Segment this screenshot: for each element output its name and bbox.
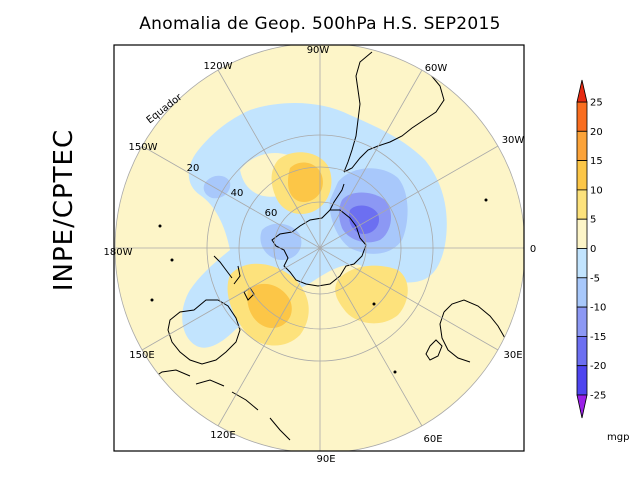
colorbar-boxes (576, 101, 588, 396)
lon-label-120w: 120W (204, 61, 233, 72)
lon-label-180w: 180W (104, 247, 133, 258)
colorbar-box (576, 365, 588, 396)
colorbar-tick-label: 5 (590, 215, 596, 226)
colorbar-tick-label: 10 (590, 185, 603, 196)
lat-label-40: 40 (231, 188, 244, 199)
lon-label-30e: 30E (503, 350, 522, 361)
map-title: Anomalia de Geop. 500hPa H.S. SEP2015 (139, 14, 501, 34)
lon-label-90e: 90E (316, 454, 335, 465)
colorbar-box (576, 277, 588, 308)
lon-label-60w: 60W (425, 63, 448, 74)
colorbar-box (576, 248, 588, 279)
south-america-coastline (343, 51, 445, 173)
colorbar-box (576, 306, 588, 337)
lon-label-120e: 120E (210, 430, 235, 441)
australia-coastline (167, 299, 241, 365)
map-frame (113, 44, 525, 452)
colorbar-tick-label: 25 (590, 98, 603, 109)
madagascar-coastline (425, 339, 443, 361)
antarctica-coastline (271, 209, 367, 287)
colorbar-top-arrow (576, 79, 588, 103)
colorbar-box (576, 160, 588, 191)
lat-label-60: 60 (265, 208, 278, 219)
colorbar-tick-label: 15 (590, 156, 603, 167)
colorbar-tick-label: -20 (590, 361, 606, 372)
colorbar-tick-label: -25 (590, 391, 606, 402)
negative-anomaly-small (428, 252, 438, 270)
antarctic-peninsula-coastline (329, 183, 345, 211)
lon-label-0: 0 (530, 244, 536, 255)
colorbar-unit: mgp (607, 432, 629, 443)
colorbar-tick-label: 20 (590, 127, 603, 138)
colorbar-tick-label: 0 (590, 244, 596, 255)
lon-label-30w: 30W (502, 135, 525, 146)
graticule (114, 45, 524, 451)
colorbar-tick-label: -15 (590, 332, 606, 343)
colorbar-labels: 25 20 15 10 5 0 -5 -10 -15 -20 -25 (590, 98, 606, 402)
colorbar-box (576, 335, 588, 367)
new-zealand-coastline (213, 255, 241, 285)
colorbar-bottom-arrow (576, 394, 588, 419)
colorbar-tick-label: -5 (590, 273, 600, 284)
colorbar-box (576, 218, 588, 249)
lon-label-60e: 60E (423, 434, 442, 445)
lon-label-90w: 90W (307, 45, 330, 56)
lon-label-150e: 150E (129, 350, 154, 361)
positive-core-north (287, 162, 323, 202)
negative-anomaly-center (260, 223, 302, 260)
islands (150, 198, 488, 374)
lat-label-20: 20 (187, 163, 200, 174)
colorbar-box (576, 130, 588, 162)
colorbar-tick-label: -10 (590, 303, 606, 314)
colorbar-box (576, 189, 588, 220)
indonesia-coastline (149, 369, 291, 441)
colorbar-box (576, 101, 588, 132)
lon-label-150w: 150W (129, 142, 158, 153)
